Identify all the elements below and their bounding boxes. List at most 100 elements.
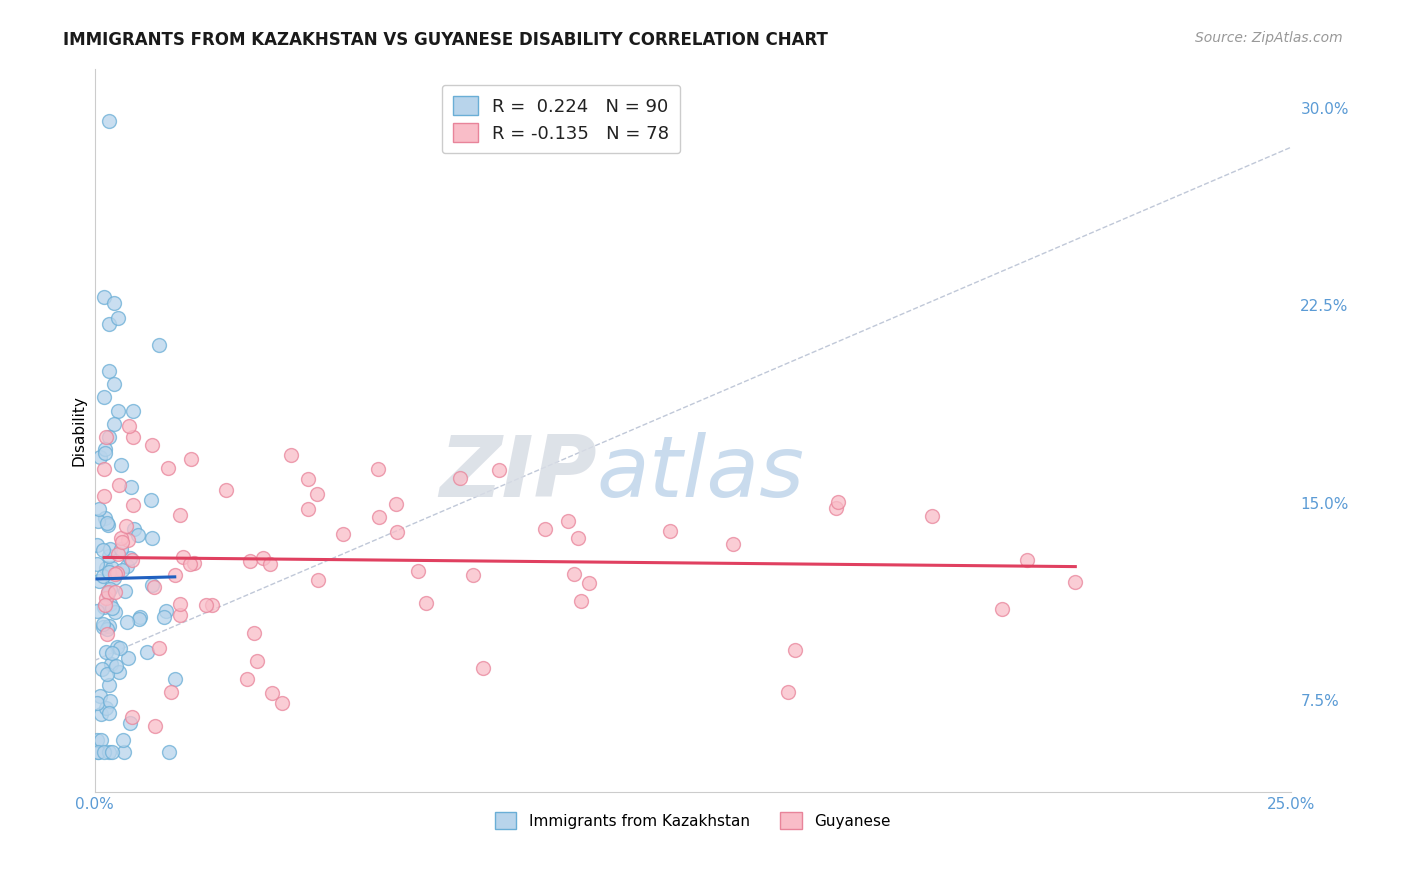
Point [98,618,121,632]
Point [148,338,170,352]
Point [778,685,800,699]
Point [567,531,589,545]
Point [367,462,389,476]
Point [236,673,259,687]
Point [98,565,121,579]
Point [96,516,118,531]
Point [94,561,117,575]
Point [93,489,115,503]
Point [385,524,408,539]
Point [159,685,181,699]
Point [103,571,125,585]
Point [163,568,186,582]
Point [827,495,849,509]
Point [201,599,224,613]
Point [262,686,284,700]
Point [557,515,579,529]
Point [488,463,510,477]
Point [112,746,135,760]
Point [97,114,120,128]
Point [97,706,120,720]
Point [101,600,124,615]
Point [243,625,266,640]
Point [108,640,131,655]
Point [107,665,129,679]
Point [87,746,110,760]
Point [259,557,281,571]
Point [98,746,121,760]
Point [91,542,114,557]
Point [97,430,120,444]
Point [93,746,115,760]
Text: ZIP: ZIP [439,432,598,516]
Point [101,561,124,575]
Point [103,377,125,392]
Point [332,527,354,541]
Point [96,622,118,636]
Point [120,480,142,494]
Point [97,585,120,599]
Point [115,615,138,629]
Point [115,559,138,574]
Point [163,673,186,687]
Point [97,364,120,378]
Point [105,566,128,581]
Point [100,541,122,556]
Point [87,746,110,760]
Point [110,542,132,557]
Point [93,569,115,583]
Point [96,627,118,641]
Point [94,645,117,659]
Point [280,448,302,462]
Point [659,524,682,538]
Point [578,575,600,590]
Point [104,605,127,619]
Point [415,596,437,610]
Point [89,574,111,588]
Point [127,527,149,541]
Point [93,599,115,614]
Point [111,535,134,549]
Point [239,554,262,568]
Point [118,715,141,730]
Point [461,567,484,582]
Point [117,533,139,548]
Point [97,517,120,532]
Point [141,578,163,592]
Point [98,597,121,611]
Point [169,597,191,611]
Point [128,610,150,624]
Point [122,498,145,512]
Point [98,582,121,596]
Point [122,522,145,536]
Point [107,547,129,561]
Point [118,418,141,433]
Point [472,661,495,675]
Point [408,564,430,578]
Legend: Immigrants from Kazakhstan, Guyanese: Immigrants from Kazakhstan, Guyanese [489,806,897,835]
Point [114,584,136,599]
Point [86,696,108,710]
Text: atlas: atlas [598,432,804,516]
Point [96,591,118,605]
Point [246,654,269,668]
Point [121,403,143,417]
Point [449,471,471,485]
Point [179,557,201,571]
Point [107,478,129,492]
Text: Source: ZipAtlas.com: Source: ZipAtlas.com [1195,31,1343,45]
Point [305,487,328,501]
Point [297,501,319,516]
Point [107,311,129,326]
Point [569,593,592,607]
Point [97,317,120,331]
Point [141,532,163,546]
Point [104,585,127,599]
Point [89,689,111,703]
Point [90,733,112,747]
Point [215,483,238,498]
Point [110,531,132,545]
Point [94,511,117,525]
Point [153,610,176,624]
Point [121,430,143,444]
